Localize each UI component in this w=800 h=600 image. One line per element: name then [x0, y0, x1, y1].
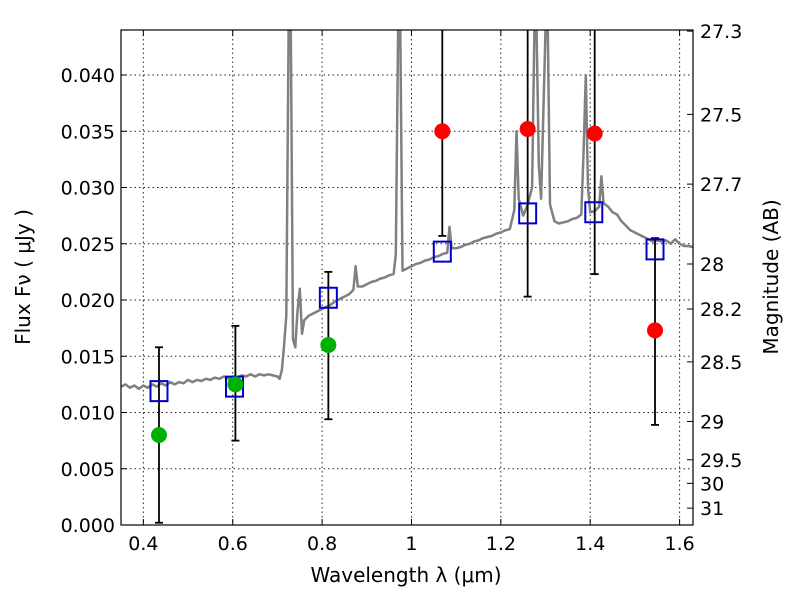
y-tick-label: 0.025 [61, 234, 115, 256]
plot-area [121, 30, 693, 524]
y-tick-label: 0.030 [61, 178, 115, 200]
right-tick-label: 30 [700, 473, 724, 495]
right-tick-label: 28 [700, 254, 724, 276]
right-tick-label: 27.7 [700, 174, 742, 196]
y-tick-label: 0.015 [61, 346, 115, 368]
observed-point [434, 123, 451, 140]
y-tick-label: 0.020 [61, 290, 115, 312]
right-tick-label: 27.3 [700, 21, 742, 43]
observed-point [227, 376, 244, 393]
model-point [584, 201, 604, 224]
x-tick-label: 1.2 [486, 533, 516, 555]
right-axis-label: Magnitude (AB) [759, 199, 783, 354]
model-point [318, 286, 338, 309]
right-tick-label: 29.5 [700, 450, 742, 472]
observed-point [150, 427, 167, 443]
right-tick-label: 29 [700, 412, 724, 434]
observed-point [519, 121, 536, 137]
right-tick-label: 28.2 [700, 299, 742, 321]
y-tick-label: 0.010 [61, 403, 115, 425]
y-tick-label: 0.005 [61, 459, 115, 481]
x-tick-label: 0.6 [218, 533, 248, 555]
observed-point [647, 322, 664, 339]
x-axis-label: Wavelength λ (μm) [310, 563, 501, 587]
y-axis-label: Flux Fν ( μJy ) [11, 209, 35, 345]
y-tick-label: 0.040 [61, 65, 115, 87]
observed-point [320, 337, 337, 353]
model-point [149, 380, 169, 403]
right-tick-label: 31 [700, 498, 724, 520]
model-point [645, 238, 665, 261]
model-point [518, 202, 538, 225]
right-tick-label: 28.5 [700, 352, 742, 374]
y-tick-label: 0.035 [61, 121, 115, 143]
spectrum-line [121, 30, 693, 391]
model-point [432, 240, 452, 263]
x-tick-label: 1 [405, 533, 417, 555]
y-tick-label: 0.000 [61, 515, 115, 537]
x-tick-label: 0.8 [307, 533, 337, 555]
axes: 0.4 0.6 0.8 1 1.2 1.4 1.6 0.000 0.005 0.010 0.015 0… [61, 21, 743, 555]
grid [121, 30, 693, 526]
x-tick-label: 1.4 [575, 533, 605, 555]
plot-frame [120, 29, 694, 526]
x-tick-label: 0.4 [128, 533, 158, 555]
observed-point [586, 125, 603, 142]
right-tick-label: 27.5 [700, 104, 742, 126]
x-tick-label: 1.6 [664, 533, 694, 555]
